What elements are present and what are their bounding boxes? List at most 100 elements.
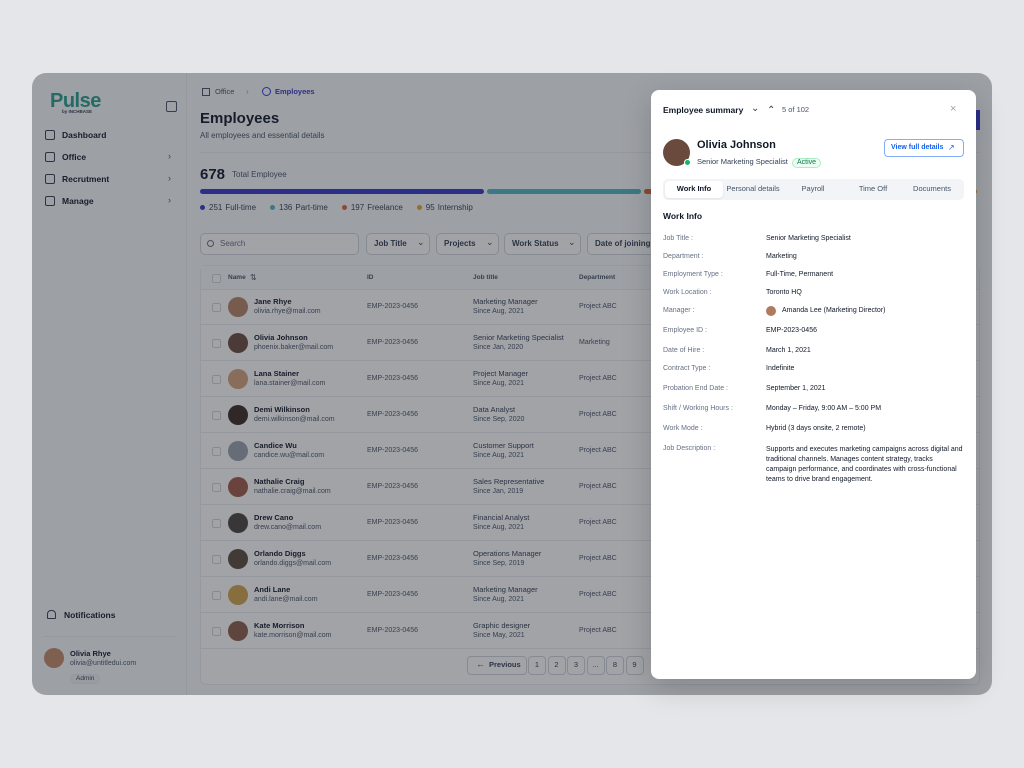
job-since: Since May, 2021 bbox=[473, 631, 525, 639]
page-button[interactable] bbox=[567, 656, 585, 675]
total-label: Total Employee bbox=[232, 170, 287, 180]
nav-item[interactable]: Manage bbox=[62, 195, 94, 206]
tab[interactable]: Time Off bbox=[858, 184, 888, 194]
employee-id: EMP-2023-0456 bbox=[367, 338, 418, 346]
breadcrumb-icon bbox=[262, 87, 271, 96]
avatar bbox=[228, 585, 248, 605]
row-divider bbox=[201, 468, 979, 469]
page-number[interactable]: 1 bbox=[534, 660, 540, 670]
row-checkbox[interactable] bbox=[212, 411, 221, 420]
field-label: Probation End Date : bbox=[663, 384, 728, 392]
department: Project ABC bbox=[579, 626, 617, 634]
row-checkbox[interactable] bbox=[212, 555, 221, 564]
avatar bbox=[228, 477, 248, 497]
row-checkbox[interactable] bbox=[212, 303, 221, 312]
legend-name: Full-time bbox=[225, 203, 257, 213]
row-checkbox[interactable] bbox=[212, 627, 221, 636]
job-since: Since Aug, 2021 bbox=[473, 307, 524, 315]
row-checkbox[interactable] bbox=[212, 519, 221, 528]
legend-name: Internship bbox=[437, 203, 473, 213]
close-button[interactable]: × bbox=[950, 103, 957, 116]
employee-email: phoenix.baker@mail.com bbox=[254, 343, 334, 351]
profile-role: Senior Marketing Specialist bbox=[697, 157, 788, 167]
prev-button[interactable] bbox=[467, 656, 527, 675]
row-checkbox[interactable] bbox=[212, 447, 221, 456]
page-number[interactable]: 3 bbox=[573, 660, 579, 670]
filter-dropdown[interactable] bbox=[366, 233, 430, 255]
field-label: Job Title : bbox=[663, 234, 693, 242]
department: Marketing bbox=[579, 338, 610, 346]
search-input[interactable] bbox=[200, 233, 359, 255]
department: Project ABC bbox=[579, 554, 617, 562]
search-icon bbox=[207, 240, 214, 247]
job-since: Since Jan, 2020 bbox=[473, 343, 524, 351]
view-details-label: View full details bbox=[891, 143, 944, 151]
view-details-button[interactable] bbox=[884, 139, 964, 157]
nav-item[interactable]: Office bbox=[62, 151, 87, 162]
tab[interactable]: Documents bbox=[913, 184, 951, 194]
row-divider bbox=[201, 648, 979, 649]
notifications[interactable]: Notifications bbox=[64, 609, 116, 620]
prev-button[interactable]: ⌃ bbox=[767, 104, 776, 116]
breadcrumb-item[interactable]: Office bbox=[215, 87, 235, 97]
department: Project ABC bbox=[579, 374, 617, 382]
field-label: Job Description : bbox=[663, 444, 716, 452]
row-checkbox[interactable] bbox=[212, 339, 221, 348]
panel-title: Employee summary bbox=[663, 104, 744, 115]
avatar bbox=[228, 333, 248, 353]
department: Project ABC bbox=[579, 590, 617, 598]
legend-value: 136 bbox=[279, 203, 293, 213]
column-header: Name bbox=[228, 273, 246, 281]
tab[interactable]: Personal details bbox=[726, 184, 780, 194]
employee-id: EMP-2023-0456 bbox=[367, 590, 418, 598]
nav-item[interactable]: Dashboard bbox=[62, 129, 107, 140]
page-button[interactable] bbox=[625, 656, 644, 675]
filter-chevron: ⌄ bbox=[486, 237, 494, 248]
prev-label: Previous bbox=[489, 660, 521, 670]
user-avatar bbox=[44, 648, 64, 668]
row-checkbox[interactable] bbox=[212, 483, 221, 492]
nav-chevron: › bbox=[168, 195, 171, 206]
next-button[interactable]: ⌄ bbox=[751, 102, 760, 114]
row-checkbox[interactable] bbox=[212, 591, 221, 600]
page-number[interactable]: 8 bbox=[612, 660, 618, 670]
page-button[interactable] bbox=[547, 656, 566, 675]
department: Project ABC bbox=[579, 302, 617, 310]
tab[interactable]: Payroll bbox=[801, 184, 825, 194]
filter-label: Date of joining bbox=[595, 239, 651, 249]
stat-bar-segment bbox=[200, 189, 484, 194]
avatar bbox=[228, 513, 248, 533]
employee-name: Kate Morrison bbox=[254, 621, 305, 631]
row-divider bbox=[201, 576, 979, 577]
active-tab bbox=[665, 181, 723, 198]
collapse-button[interactable] bbox=[166, 101, 177, 112]
filter-dropdown[interactable] bbox=[504, 233, 581, 255]
job-since: Since Aug, 2021 bbox=[473, 379, 524, 387]
page-number[interactable]: 9 bbox=[632, 660, 637, 670]
header-checkbox[interactable] bbox=[212, 274, 221, 283]
job-title: Financial Analyst bbox=[473, 513, 530, 523]
nav-icon bbox=[45, 130, 55, 140]
page-button[interactable] bbox=[528, 656, 546, 675]
row-checkbox[interactable] bbox=[212, 375, 221, 384]
page-number[interactable]: 2 bbox=[554, 660, 559, 670]
employee-id: EMP-2023-0456 bbox=[367, 626, 418, 634]
employee-name: Nathalie Craig bbox=[254, 477, 305, 487]
nav-icon bbox=[45, 196, 55, 206]
search-placeholder: Search bbox=[220, 239, 246, 249]
employee-name: Olivia Johnson bbox=[254, 333, 308, 343]
breadcrumb-icon bbox=[202, 88, 210, 96]
tab[interactable]: Work Info bbox=[676, 184, 712, 194]
nav-icon bbox=[45, 152, 55, 162]
page-number[interactable]: ... bbox=[592, 660, 599, 670]
employee-name: Lana Stainer bbox=[254, 369, 300, 379]
nav-item[interactable]: Recrutment bbox=[62, 173, 110, 184]
field-value: Toronto HQ bbox=[766, 288, 802, 296]
filter-dropdown[interactable] bbox=[436, 233, 499, 255]
job-since: Since Sep, 2019 bbox=[473, 559, 525, 567]
field-label: Employee ID : bbox=[663, 326, 707, 334]
page-button[interactable] bbox=[606, 656, 624, 675]
page-button[interactable] bbox=[586, 656, 605, 675]
filter-chevron: ⌄ bbox=[417, 237, 425, 248]
legend-dot bbox=[416, 205, 422, 210]
